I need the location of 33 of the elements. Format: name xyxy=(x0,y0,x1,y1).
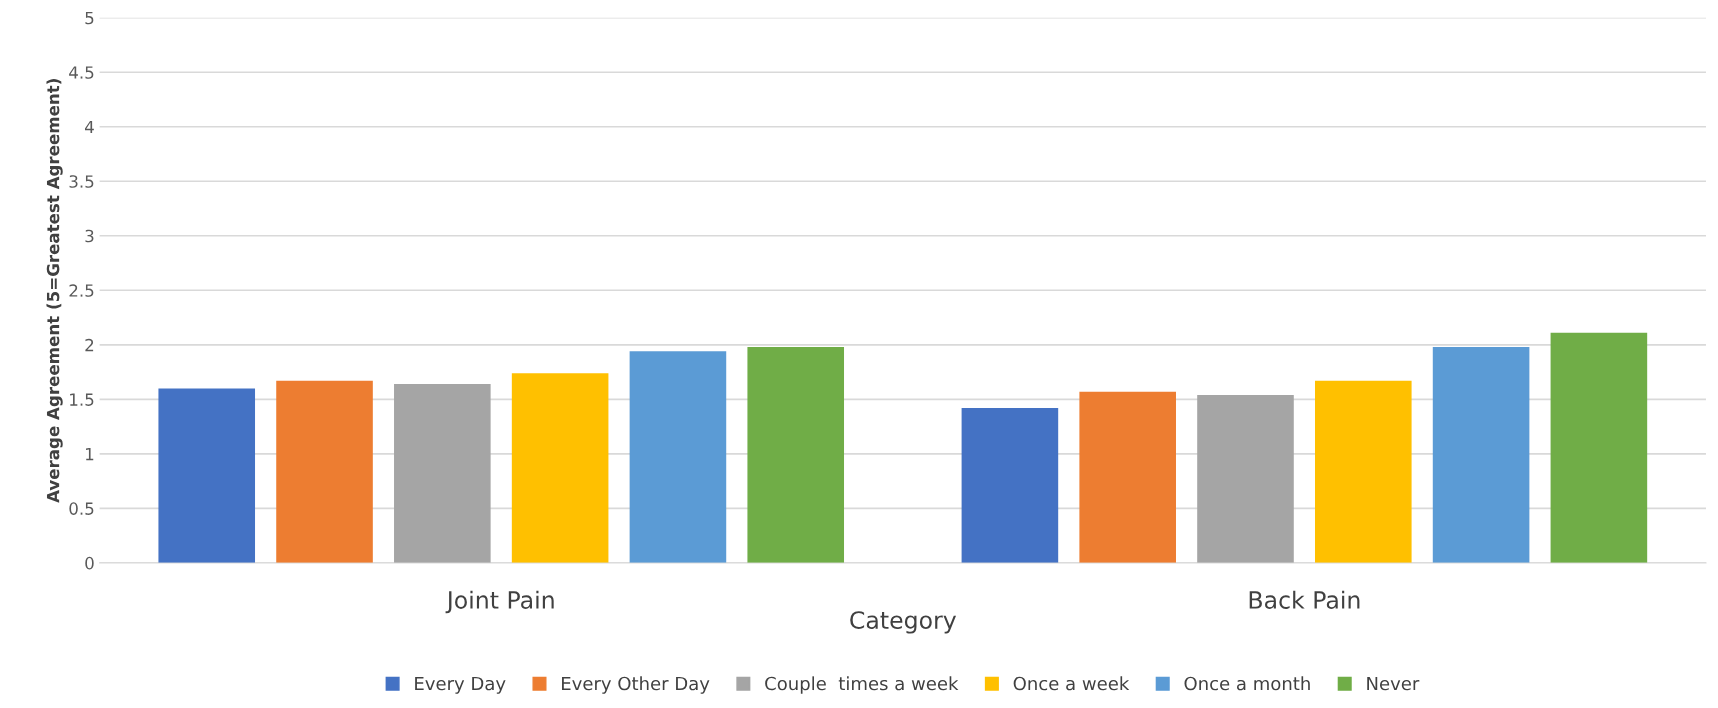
legend-label: Once a month xyxy=(1184,676,1310,691)
y-tick-label: 4.5 xyxy=(69,66,94,79)
y-tick-label: 3 xyxy=(85,229,94,243)
x-axis-title: Category xyxy=(850,611,957,634)
bar xyxy=(1079,391,1176,563)
bar xyxy=(511,373,609,563)
y-tick-label: 2.5 xyxy=(69,284,94,297)
legend-label: Every Other Day xyxy=(562,676,710,694)
bar xyxy=(961,408,1059,563)
y-tick-label: 5 xyxy=(85,11,94,25)
legend-label: Couple times a week xyxy=(765,676,959,694)
y-axis-title: Average Agreement (5=Greatest Agreement) xyxy=(46,79,63,503)
bar xyxy=(158,388,256,563)
y-tick-label: 1.5 xyxy=(70,393,94,406)
y-tick-label: 1 xyxy=(86,448,94,461)
bar xyxy=(629,351,727,563)
legend-label: Every Day xyxy=(415,676,506,694)
legend-label: Never xyxy=(1367,676,1420,691)
bar xyxy=(394,384,491,563)
legend-label: Once a week xyxy=(1013,676,1130,691)
bar xyxy=(1314,380,1412,563)
bar xyxy=(1550,332,1648,563)
x-tick-label: Back Pain xyxy=(1249,590,1360,609)
bar xyxy=(1432,346,1530,563)
y-tick-label: 0 xyxy=(85,556,94,570)
x-tick-label: Joint Pain xyxy=(445,590,554,614)
y-tick-label: 2 xyxy=(85,338,94,352)
y-tick-label: 4 xyxy=(84,120,94,134)
y-tick-label: 3.5 xyxy=(69,175,94,188)
bar xyxy=(1197,394,1294,563)
bar xyxy=(276,380,373,563)
y-tick-label: 0.5 xyxy=(69,502,94,515)
bar xyxy=(747,346,845,563)
